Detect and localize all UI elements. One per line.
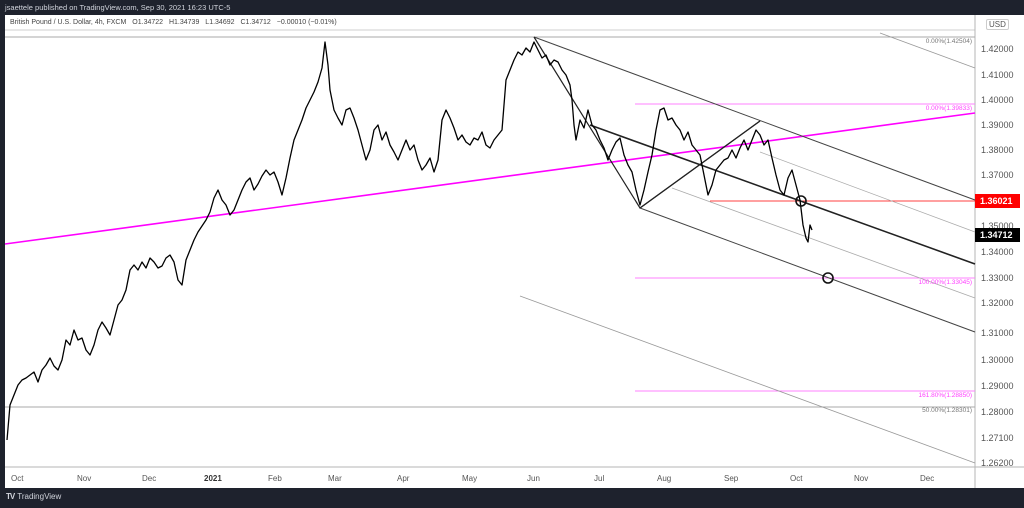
close-value: C1.34712: [240, 19, 271, 26]
price-series: [6, 41, 813, 441]
x-tick: Jul: [594, 474, 604, 483]
fib2-1618-label: 161.80%(1.28850): [919, 392, 973, 399]
symbol-legend[interactable]: British Pound / U.S. Dollar, 4h, FXCM O1…: [10, 19, 337, 26]
pitchfork-median-line: [589, 124, 976, 265]
price-axis[interactable]: 1.42000 1.41000 1.40000 1.39000 1.38000 …: [981, 44, 1014, 468]
published-caption: jsaettele published on TradingView.com, …: [5, 3, 231, 12]
change-value: −0.00010 (−0.01%): [276, 19, 337, 26]
x-tick: Apr: [397, 474, 410, 483]
channel-inner-upper-line: [759, 151, 976, 233]
x-tick: Nov: [854, 474, 868, 483]
y-tick: 1.37000: [981, 170, 1014, 180]
y-tick: 1.30000: [981, 355, 1014, 365]
open-value: O1.34722: [132, 19, 164, 26]
last-price-badge: [975, 228, 1020, 242]
x-tick: Nov: [77, 474, 91, 483]
y-tick: 1.28000: [981, 407, 1014, 417]
y-tick: 1.33000: [981, 273, 1014, 283]
y-tick: 1.35000: [981, 221, 1014, 231]
channel-lower-line: [639, 207, 976, 333]
magenta-trendline: [4, 112, 976, 245]
y-tick: 1.29000: [981, 381, 1014, 391]
fib1-0-label: 0.00%(1.42504): [926, 38, 972, 45]
y-tick: 1.26200: [981, 458, 1014, 468]
x-tick: Jun: [527, 474, 540, 483]
y-tick: 1.41000: [981, 70, 1014, 80]
low-value: L1.34692: [205, 19, 235, 26]
channel-outer-upper-line: [879, 32, 976, 69]
time-axis[interactable]: Oct Nov Dec 2021 Feb Mar Apr May Jun Jul…: [11, 474, 934, 483]
red-level-badge-text: 1.36021: [980, 196, 1013, 206]
y-tick: 1.32000: [981, 298, 1014, 308]
fib1-50-label: 50.00%(1.28301): [922, 407, 972, 414]
tradingview-logo-icon: TV: [6, 492, 15, 501]
pitchfork-pivots: [533, 36, 761, 209]
channel-outer-lower-line: [519, 295, 976, 464]
x-tick: Oct: [11, 474, 24, 483]
x-tick: Mar: [328, 474, 342, 483]
pitchfork-handle: [639, 120, 761, 209]
x-tick: Dec: [142, 474, 156, 483]
fib2-100-label: 100.00%(1.33045): [919, 279, 973, 286]
x-tick: May: [462, 474, 477, 483]
x-tick: Feb: [268, 474, 282, 483]
y-tick: 1.31000: [981, 328, 1014, 338]
x-tick: Oct: [790, 474, 803, 483]
target-circle-lower: [822, 272, 834, 284]
high-value: H1.34739: [168, 19, 200, 26]
fib2-0-label: 0.00%(1.39833): [926, 105, 972, 112]
footer-branding[interactable]: TV TradingView: [6, 492, 61, 501]
symbol-name: British Pound / U.S. Dollar, 4h, FXCM: [10, 19, 127, 26]
y-tick: 1.27100: [981, 433, 1014, 443]
target-circle-upper: [795, 195, 807, 207]
tradingview-brand-text: TradingView: [17, 492, 62, 501]
y-tick: 1.39000: [981, 120, 1014, 130]
y-tick: 1.40000: [981, 95, 1014, 105]
x-tick: Dec: [920, 474, 934, 483]
channel-inner-lower-line: [671, 187, 976, 299]
x-tick: Aug: [657, 474, 671, 483]
chart-frame: [5, 15, 1024, 488]
channel-upper-line: [533, 36, 976, 201]
currency-badge[interactable]: USD: [986, 19, 1009, 30]
red-level-badge: [975, 194, 1020, 208]
last-price-badge-text: 1.34712: [980, 230, 1013, 240]
x-tick-year: 2021: [204, 474, 222, 483]
y-tick: 1.34000: [981, 247, 1014, 257]
x-tick: Sep: [724, 474, 739, 483]
y-tick: 1.38000: [981, 145, 1014, 155]
y-tick: 1.42000: [981, 44, 1014, 54]
